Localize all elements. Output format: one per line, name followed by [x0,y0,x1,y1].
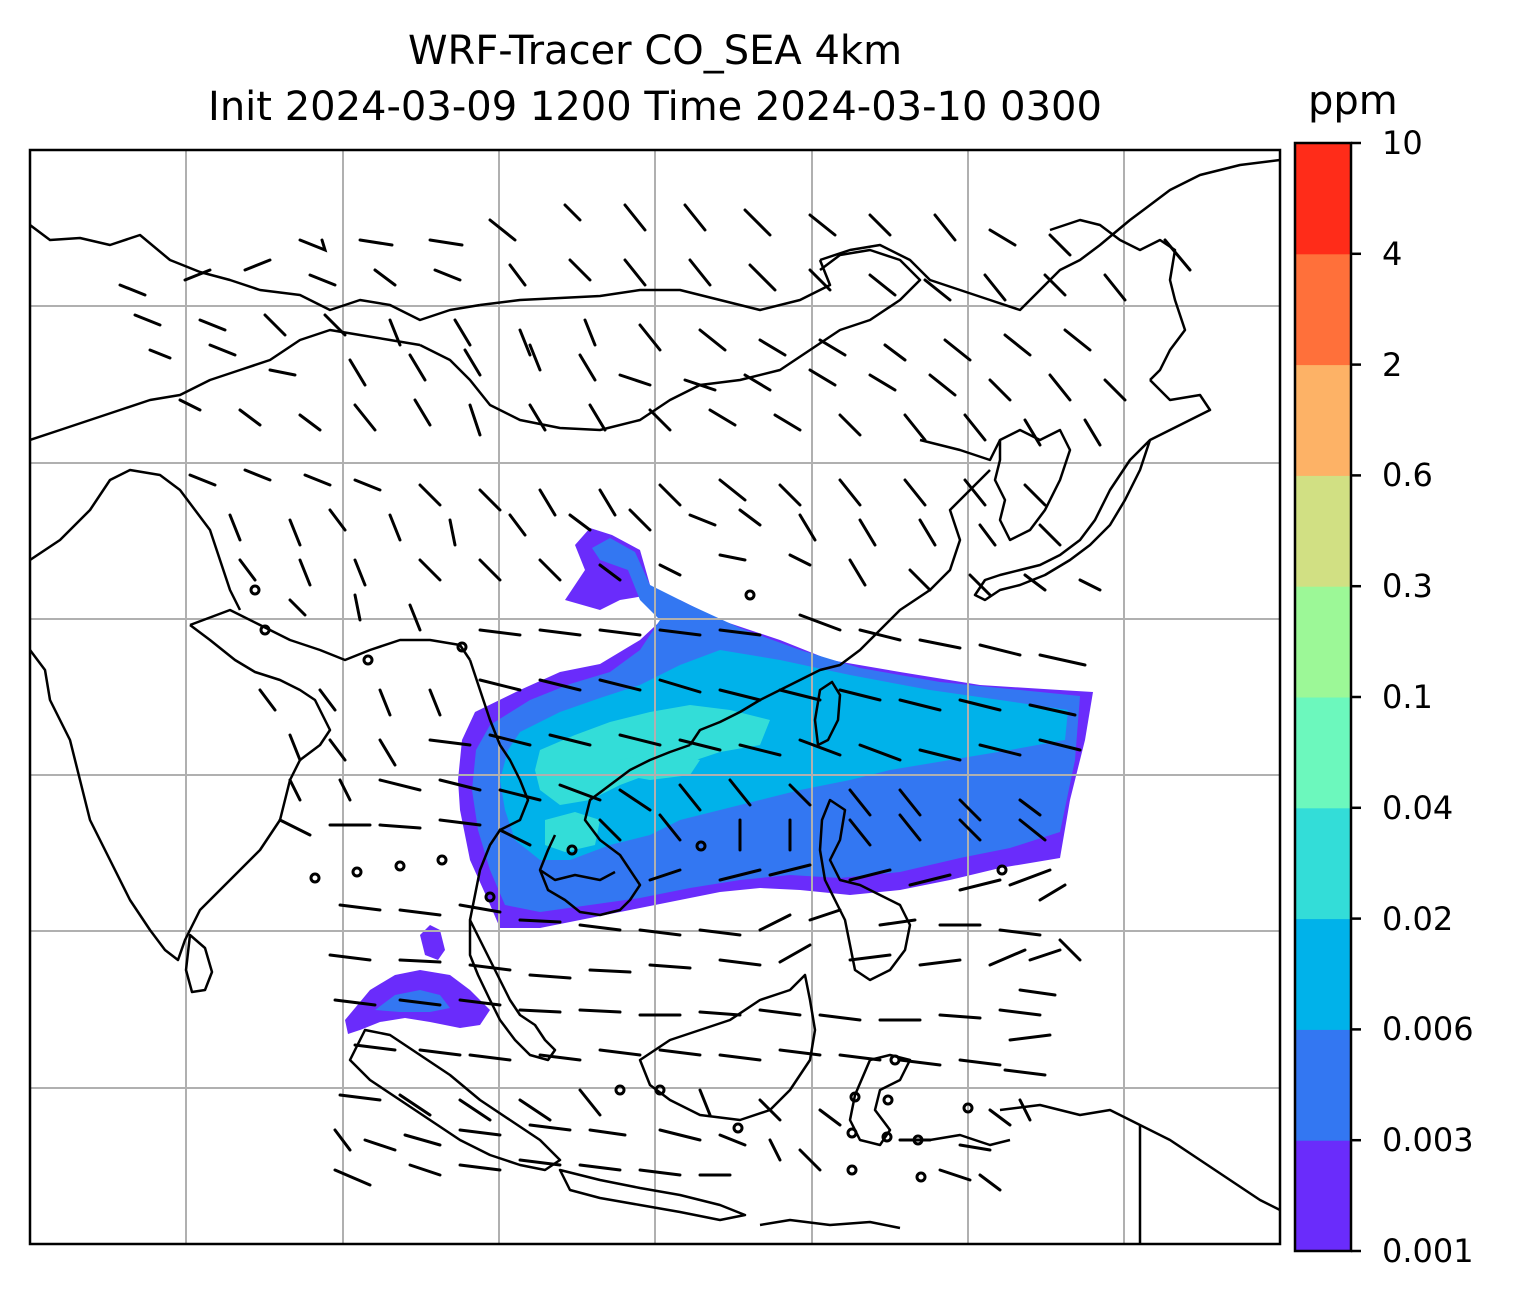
colorbar-tick-label: 0.3 [1382,567,1433,606]
colorbar-segment [1295,586,1351,698]
colorbar-tick-label: 0.04 [1382,788,1454,827]
colorbar-segment [1295,253,1351,366]
plume-level-0006 [500,650,1068,860]
colorbar-segment [1295,475,1351,587]
plume-patch-south-3 [420,925,445,960]
colorbar-unit-label: ppm [1308,78,1398,124]
colorbar-tick-label: 10 [1382,124,1423,162]
colorbar-tick-label: 0.1 [1382,678,1433,716]
colorbar [1295,141,1361,1253]
colorbar-segment [1295,697,1351,809]
colorbar-segment [1295,918,1351,1030]
colorbar-segment [1295,1029,1351,1141]
colorbar-tick-label: 0.001 [1382,1232,1474,1270]
wind-barbs [118,203,1192,1192]
colorbar-tick-label: 0.02 [1382,899,1454,938]
colorbar-tick-label: 0.003 [1382,1121,1474,1160]
calm-wind-markers [249,584,1008,1183]
colorbar-tick-label: 0.6 [1382,456,1433,495]
colorbar-segment [1295,1140,1351,1252]
map-frame [28,148,1282,1246]
colorbar-tick-label: 0.006 [1382,1010,1474,1049]
chart-title-line2: Init 2024-03-09 1200 Time 2024-03-10 030… [208,84,1102,130]
tracer-plume [345,528,1093,1034]
colorbar-tick-label: 2 [1382,345,1403,384]
colorbar-frame [1293,141,1353,1253]
colorbar-segment [1295,807,1351,920]
chart-title-line1: WRF-Tracer CO_SEA 4km [407,28,903,74]
colorbar-tick-label: 4 [1382,234,1403,273]
coastlines [30,158,1280,1244]
colorbar-segment [1295,364,1351,476]
colorbar-segment [1295,143,1351,255]
